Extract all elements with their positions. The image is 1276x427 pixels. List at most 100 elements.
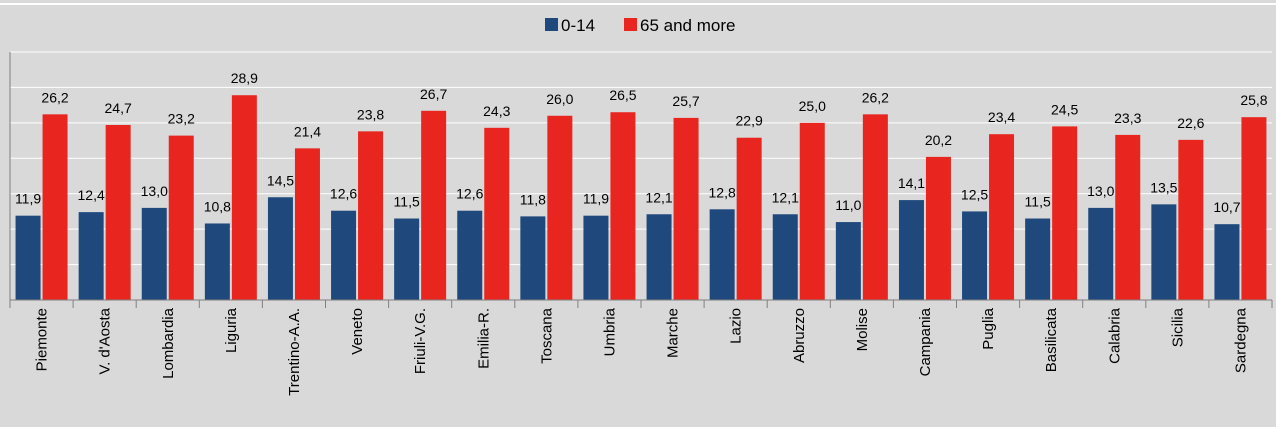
value-label: 12,6 xyxy=(330,186,357,202)
value-label: 12,1 xyxy=(645,189,672,205)
bar-age-0-14 xyxy=(15,215,41,300)
value-label: 25,8 xyxy=(1240,92,1267,108)
bar-age-65-plus xyxy=(484,127,510,301)
value-label: 12,1 xyxy=(772,189,799,205)
value-label: 26,7 xyxy=(420,86,447,102)
bar-age-65-plus xyxy=(168,135,194,300)
bar-age-0-14 xyxy=(141,207,167,300)
value-label: 24,5 xyxy=(1051,101,1078,117)
value-label: 28,9 xyxy=(231,70,258,86)
bar-age-0-14 xyxy=(394,218,420,300)
bar-age-65-plus xyxy=(1052,126,1078,301)
top-border xyxy=(0,3,1276,5)
category-label: Emilia-R. xyxy=(475,308,492,369)
value-label: 14,1 xyxy=(898,175,925,191)
bar-age-65-plus xyxy=(231,95,257,300)
bar-age-0-14 xyxy=(1088,207,1114,300)
bar-age-0-14 xyxy=(204,223,230,300)
category-label: Basilicata xyxy=(1043,307,1060,372)
bar-age-0-14 xyxy=(772,214,798,300)
bar-age-65-plus xyxy=(42,114,68,301)
value-label: 10,7 xyxy=(1213,199,1240,215)
legend-label-0-14: 0-14 xyxy=(561,16,595,35)
bar-age-0-14 xyxy=(78,212,104,300)
category-label: Lombardia xyxy=(160,307,177,379)
bar-age-65-plus xyxy=(989,134,1015,300)
category-label: Trentino-A.A. xyxy=(286,308,303,396)
value-label: 14,5 xyxy=(267,172,294,188)
bars xyxy=(15,95,1267,301)
value-label: 24,7 xyxy=(105,100,132,116)
value-label: 23,3 xyxy=(1114,110,1141,126)
value-label: 12,8 xyxy=(709,184,736,200)
category-label: Marche xyxy=(665,308,682,358)
gridlines xyxy=(10,51,1272,266)
category-label: Abruzzo xyxy=(791,308,808,363)
value-label: 10,8 xyxy=(204,198,231,214)
bar-age-65-plus xyxy=(105,124,131,301)
bar-age-0-14 xyxy=(583,215,609,300)
bar-age-65-plus xyxy=(421,110,447,300)
value-label: 12,4 xyxy=(78,187,105,203)
value-label: 12,6 xyxy=(456,186,483,202)
value-label: 25,7 xyxy=(672,93,699,109)
legend-swatch-65-and-more xyxy=(624,18,637,31)
value-label: 22,9 xyxy=(736,113,763,129)
bar-age-65-plus xyxy=(1178,139,1204,300)
value-label: 13,0 xyxy=(1087,183,1114,199)
value-labels: 11,9 26,2 12,4 24,7 13,0 23,2 10,8 28,9 14,5 21,4… xyxy=(15,70,1268,215)
category-label: Sardegna xyxy=(1232,307,1249,373)
category-label: Campania xyxy=(917,307,934,376)
value-label: 25,0 xyxy=(799,98,826,114)
category-label: Molise xyxy=(854,308,871,351)
legend: 0-14 65 and more xyxy=(545,16,735,35)
category-label: Puglia xyxy=(980,307,997,349)
bar-age-0-14 xyxy=(1025,218,1051,300)
bar-age-65-plus xyxy=(294,148,320,300)
value-label: 11,5 xyxy=(1025,194,1051,210)
value-label: 26,0 xyxy=(546,91,573,107)
value-label: 13,5 xyxy=(1150,179,1177,195)
category-label: Liguria xyxy=(223,307,240,353)
value-label: 26,2 xyxy=(41,89,68,105)
bar-age-0-14 xyxy=(709,209,735,300)
bar-age-0-14 xyxy=(1151,204,1177,300)
value-label: 11,5 xyxy=(394,194,420,210)
value-label: 23,4 xyxy=(988,109,1015,125)
category-label: Calabria xyxy=(1106,307,1123,364)
bar-age-65-plus xyxy=(1115,134,1141,300)
value-label: 11,9 xyxy=(583,191,609,207)
category-label: V. d'Aosta xyxy=(97,307,114,374)
bar-age-0-14 xyxy=(520,216,546,300)
bar-age-65-plus xyxy=(358,131,384,300)
bar-age-0-14 xyxy=(835,222,861,300)
bar-age-0-14 xyxy=(267,197,293,300)
value-label: 24,3 xyxy=(483,103,510,119)
value-label: 11,0 xyxy=(835,197,861,213)
category-label: Toscana xyxy=(538,307,555,364)
category-label: Sicilia xyxy=(1169,307,1186,347)
category-labels: Piemonte V. d'Aosta Lombardia Liguria Trenti… xyxy=(34,307,1250,395)
bar-age-65-plus xyxy=(862,114,888,301)
bar-age-0-14 xyxy=(898,200,924,300)
bar-age-0-14 xyxy=(331,210,357,300)
category-label: Umbria xyxy=(601,307,618,356)
bar-age-0-14 xyxy=(457,210,483,300)
category-label: Piemonte xyxy=(34,308,51,371)
value-label: 26,2 xyxy=(862,89,889,105)
category-label: Lazio xyxy=(728,308,745,344)
bar-age-0-14 xyxy=(1214,224,1240,300)
category-label: Friuli-V.G. xyxy=(412,308,429,374)
value-label: 23,2 xyxy=(168,111,195,127)
category-label: Veneto xyxy=(349,308,366,355)
bar-age-65-plus xyxy=(799,122,825,300)
value-label: 12,5 xyxy=(961,186,988,202)
bar-age-65-plus xyxy=(925,156,951,300)
legend-swatch-0-14 xyxy=(545,18,558,31)
bar-age-65-plus xyxy=(673,117,699,300)
bar-age-0-14 xyxy=(646,214,672,300)
value-label: 11,8 xyxy=(520,191,546,207)
axes xyxy=(9,52,1273,308)
bar-age-65-plus xyxy=(1241,117,1267,300)
